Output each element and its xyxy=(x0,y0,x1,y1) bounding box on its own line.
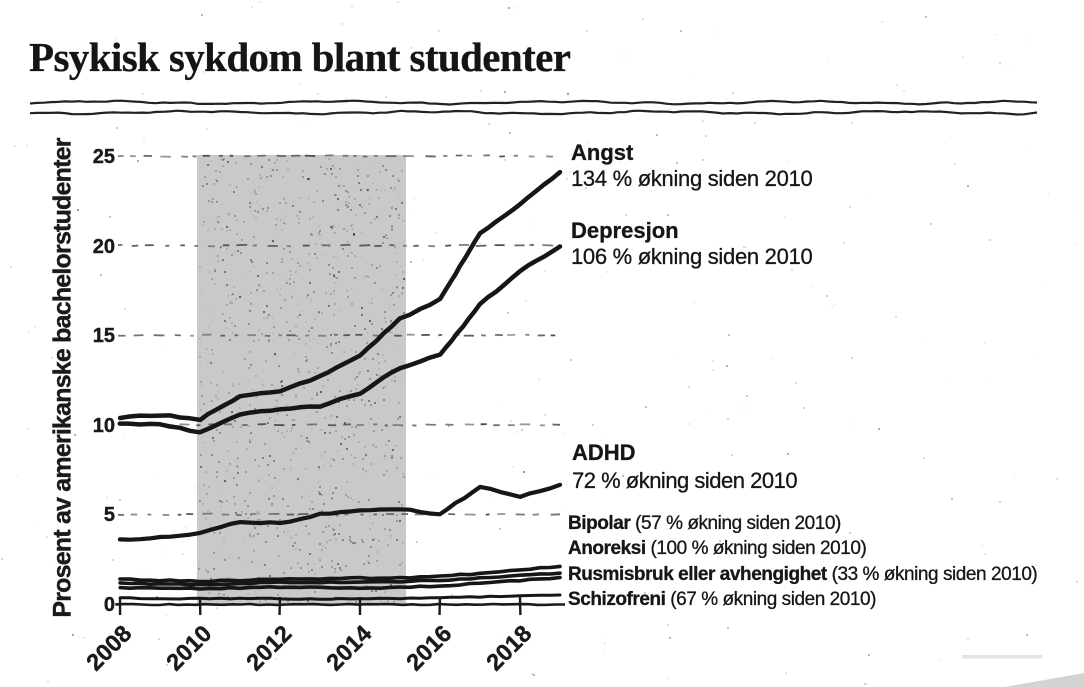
svg-text:2012: 2012 xyxy=(241,620,296,675)
svg-text:15: 15 xyxy=(93,325,115,347)
svg-text:0: 0 xyxy=(104,594,115,616)
svg-text:2008: 2008 xyxy=(81,620,136,675)
svg-text:2018: 2018 xyxy=(481,620,536,675)
svg-text:2016: 2016 xyxy=(401,620,456,675)
svg-text:25: 25 xyxy=(93,146,115,168)
svg-text:Prosent av amerikanske bachelo: Prosent av amerikanske bachelorstudenter xyxy=(49,137,77,617)
svg-text:20: 20 xyxy=(93,236,115,258)
svg-text:2014: 2014 xyxy=(321,620,376,675)
svg-text:2010: 2010 xyxy=(161,620,216,675)
svg-text:10: 10 xyxy=(93,415,115,437)
svg-text:5: 5 xyxy=(104,504,115,526)
